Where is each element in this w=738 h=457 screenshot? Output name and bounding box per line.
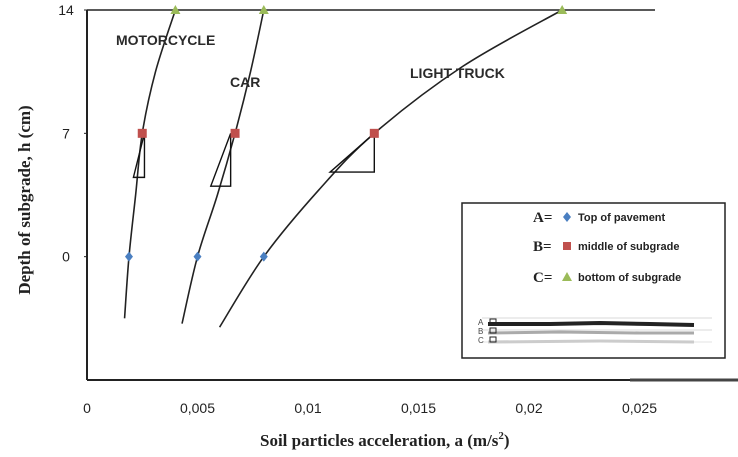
data-point-middle-of-subgrade: [369, 128, 379, 138]
legend-key-b: B=: [533, 239, 552, 255]
x-tick-label: 0,015: [401, 400, 436, 416]
y-tick-label: 0: [62, 249, 70, 265]
data-point-top-of-pavement: [259, 251, 268, 262]
legend-label-a: Top of pavement: [578, 212, 666, 224]
data-point-bottom-of-subgrade: [258, 5, 269, 14]
inset-marker: [489, 327, 497, 334]
y-tick-label: 14: [58, 2, 74, 18]
x-tick-label: 0,02: [515, 400, 542, 416]
data-point-bottom-of-subgrade: [170, 5, 181, 14]
y-tick-labels: 0 7 14: [58, 2, 87, 265]
x-tick-labels: 0 0,005 0,01 0,015 0,02 0,025: [83, 400, 657, 416]
inset-marker: [489, 318, 497, 325]
legend-key-c: C=: [533, 270, 552, 286]
inset-curve: [488, 320, 695, 327]
data-point-bottom-of-subgrade: [557, 5, 568, 14]
inset-curve: [487, 339, 695, 344]
x-tick-label: 0,025: [622, 400, 657, 416]
x-axis-title-sup: 2: [498, 430, 504, 442]
tangent-triangle-car: [209, 133, 232, 187]
tangent-triangle-motorcycle: [132, 133, 146, 179]
x-tick-label: 0,01: [294, 400, 321, 416]
y-tick-label: 7: [62, 125, 70, 141]
inset-marker: [489, 336, 497, 343]
series-line-motorcycle: [123, 9, 177, 319]
legend-key-a: A=: [533, 210, 552, 226]
data-point-top-of-pavement: [124, 251, 133, 262]
legend-square-marker: [563, 242, 571, 250]
legend-triangle-marker: [562, 272, 572, 281]
series-label-car: CAR: [230, 74, 260, 90]
plot-frame: [86, 9, 738, 382]
legend-label-c: bottom of subgrade: [578, 272, 681, 284]
x-axis-title-close: ): [504, 431, 510, 450]
inset-letter-a: A: [478, 318, 484, 327]
x-tick-label: 0: [83, 400, 91, 416]
y-axis-title: Depth of subgrade, h (cm): [15, 105, 34, 294]
x-tick-label: 0,005: [180, 400, 215, 416]
inset-letter-c: C: [478, 336, 484, 345]
legend-label-b: middle of subgrade: [578, 241, 679, 253]
inset-curve: [487, 330, 694, 335]
x-axis-title-main: Soil particles acceleration, a (m/s: [260, 431, 499, 450]
tangent-triangle-light-truck: [328, 131, 375, 173]
data-point-top-of-pavement: [193, 251, 202, 262]
tangent-triangles: [132, 131, 375, 187]
legend: A= Top of pavement B= middle of subgrade…: [461, 202, 726, 359]
data-point-middle-of-subgrade: [230, 128, 240, 138]
data-markers: [124, 5, 568, 262]
legend-diamond-marker: [563, 212, 571, 222]
series-line-light-truck: [218, 9, 563, 328]
legend-inset-thumbnail: A B C: [478, 317, 712, 345]
inset-letter-b: B: [478, 327, 483, 336]
series-line-car: [181, 9, 265, 324]
x-axis-title: Soil particles acceleration, a (m/s2): [260, 430, 510, 450]
data-point-middle-of-subgrade: [137, 128, 147, 138]
series-label-light-truck: LIGHT TRUCK: [410, 65, 505, 81]
series-label-motorcycle: MOTORCYCLE: [116, 32, 215, 48]
